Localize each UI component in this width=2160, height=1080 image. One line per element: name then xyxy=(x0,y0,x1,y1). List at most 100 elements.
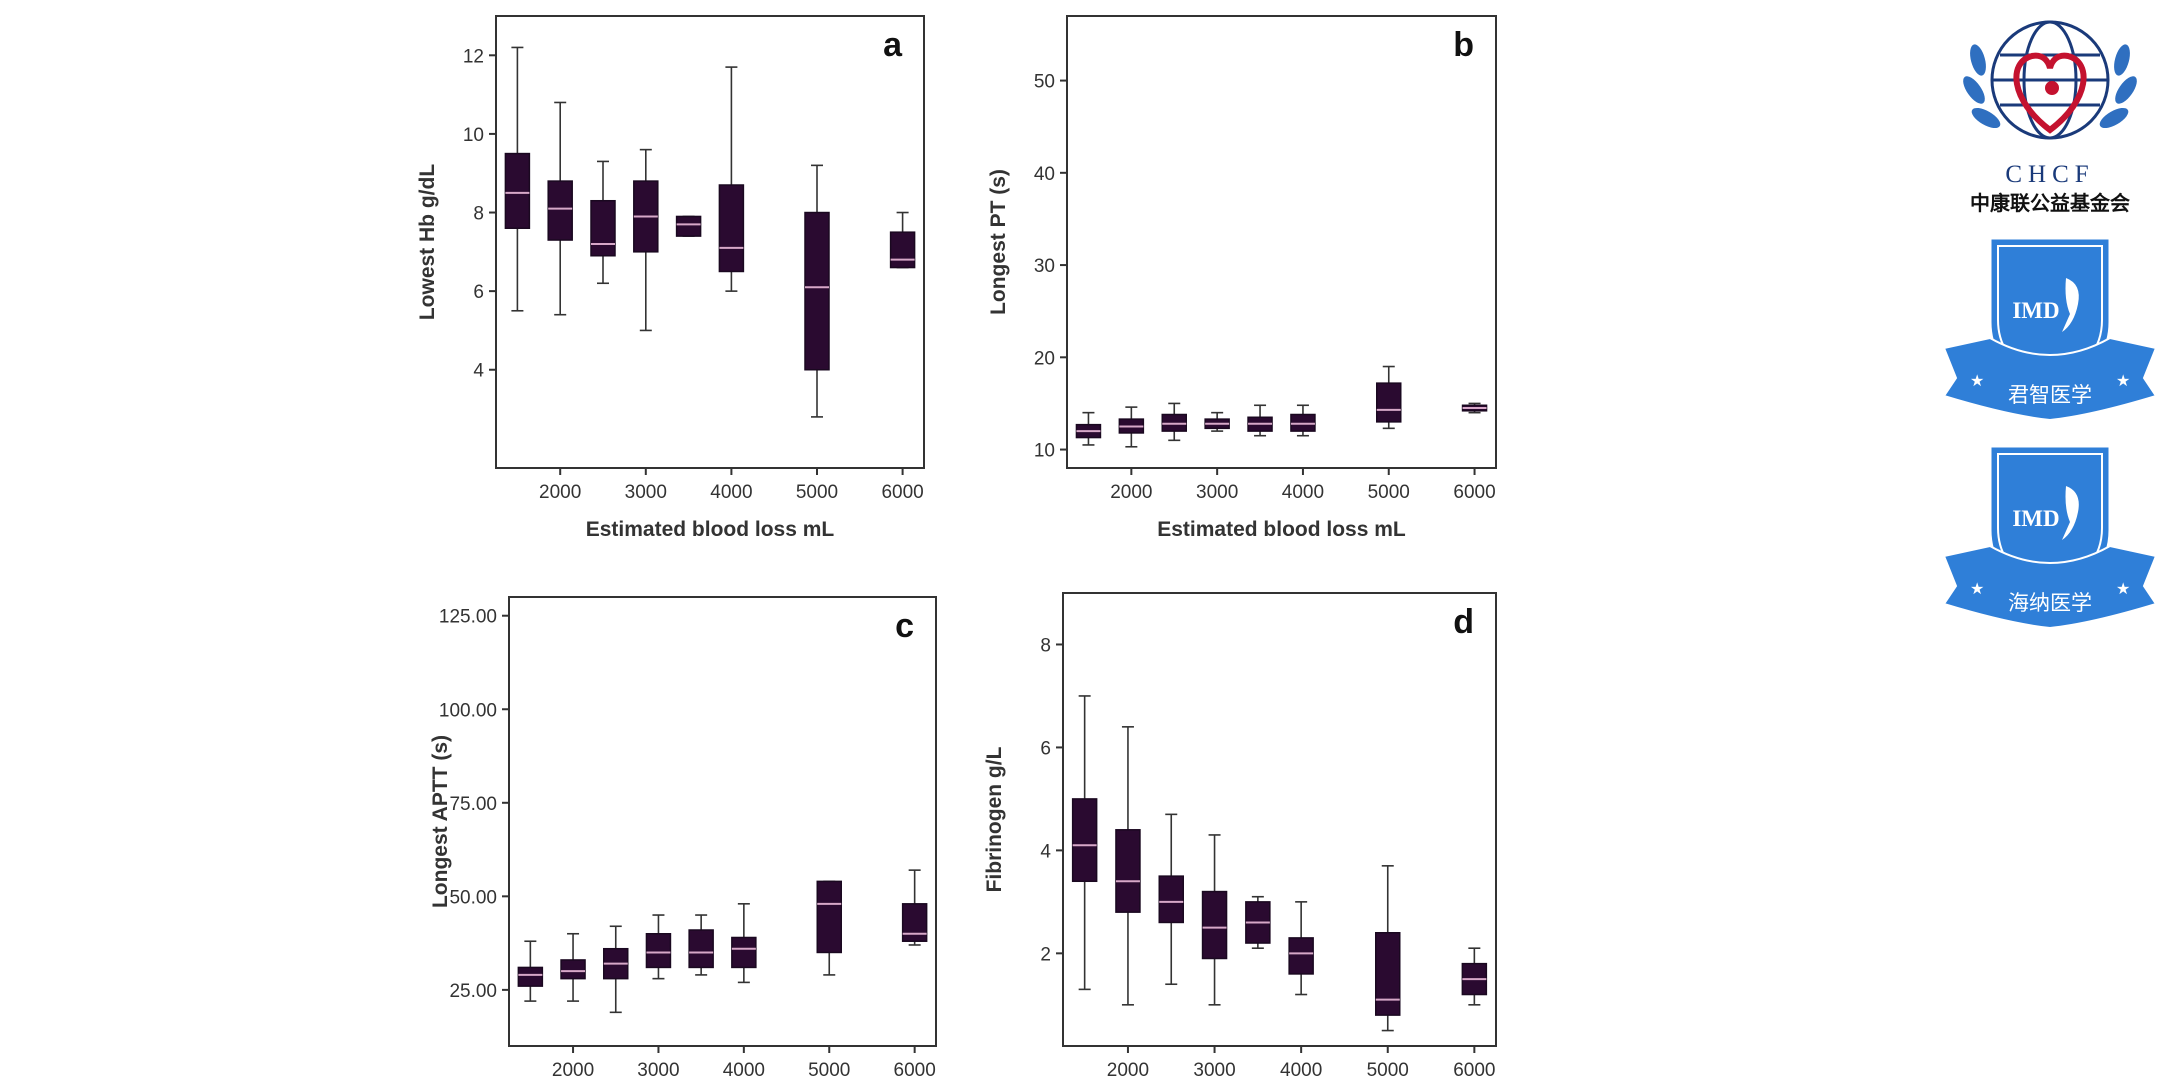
ribbon-icon xyxy=(1942,544,2158,630)
box-5000 xyxy=(1376,365,1402,430)
box-4000 xyxy=(1290,404,1316,437)
panel-label: b xyxy=(1453,26,1474,64)
box-iqr xyxy=(675,215,702,237)
box-3500 xyxy=(1245,895,1271,949)
badge-abbr: IMD xyxy=(2012,298,2059,323)
box-iqr xyxy=(1288,937,1314,975)
y-tick-label: 6 xyxy=(1040,738,1051,759)
box-3500 xyxy=(688,914,714,976)
box-iqr xyxy=(718,184,745,273)
box-iqr xyxy=(517,966,544,987)
x-tick-label: 5000 xyxy=(1368,482,1410,503)
badge-chinese-name: 海纳医学 xyxy=(2008,591,2092,615)
x-tick-label: 4000 xyxy=(723,1060,765,1080)
logo-sidebar: CHCF 中康联公益基金会 IMD ★ ★ 君智医学 IMD ★ ★ 海纳医学 xyxy=(1942,20,2158,630)
x-tick-label: 2000 xyxy=(539,482,581,503)
x-tick-label: 2000 xyxy=(1107,1060,1149,1080)
x-tick-label: 6000 xyxy=(881,482,923,503)
panel-label: d xyxy=(1453,603,1474,641)
box-4000 xyxy=(718,66,745,292)
y-axis-label: Lowest Hb g/dL xyxy=(416,164,439,320)
chart-panel-c: 25.00 50.00 75.00 100.00 125.00 2000 3000 4000 5… xyxy=(429,596,937,1080)
box-3000 xyxy=(1201,834,1228,1006)
x-tick-label: 6000 xyxy=(894,1060,936,1080)
box-iqr xyxy=(590,199,616,257)
chart-panel-d: 2 4 6 8 2000 3000 4000 5000 6000 d Fibrinogen g/L xyxy=(983,592,1497,1080)
box-4000 xyxy=(731,903,757,984)
box-6000 xyxy=(889,211,916,269)
box-6000 xyxy=(1461,402,1488,414)
y-tick-label: 125.00 xyxy=(439,607,497,628)
y-tick-label: 100.00 xyxy=(439,700,497,721)
box-iqr xyxy=(731,936,757,969)
x-tick-label: 3000 xyxy=(625,482,667,503)
figure-panels: 4 6 8 10 12 2000 3000 4000 5000 6000 a Lowest Hb g/… xyxy=(416,15,1497,1080)
box-iqr xyxy=(1201,890,1228,960)
y-tick-label: 12 xyxy=(463,46,484,67)
box-3500 xyxy=(675,215,702,237)
y-tick-label: 8 xyxy=(473,204,484,225)
panel-label: c xyxy=(895,607,914,645)
x-tick-label: 2000 xyxy=(552,1060,594,1080)
bird-icon xyxy=(2062,486,2079,540)
x-tick-label: 3000 xyxy=(1193,1060,1235,1080)
x-tick-label: 4000 xyxy=(1282,482,1324,503)
box-5000 xyxy=(1375,865,1401,1032)
box-iqr xyxy=(504,152,531,229)
box-iqr xyxy=(645,933,672,969)
box-1500 xyxy=(517,940,544,1002)
heart-icon xyxy=(2013,52,2087,134)
x-tick-label: 6000 xyxy=(1453,482,1495,503)
box-2500 xyxy=(590,160,616,285)
y-tick-label: 6 xyxy=(473,282,484,303)
star-icon: ★ xyxy=(1970,371,1984,390)
box-5000 xyxy=(804,164,830,418)
box-iqr xyxy=(1375,932,1401,1016)
box-iqr xyxy=(816,880,842,954)
laurel-icon xyxy=(1963,44,2137,129)
x-tick-label: 6000 xyxy=(1453,1060,1495,1080)
x-tick-label: 3000 xyxy=(637,1060,679,1080)
box-2500 xyxy=(1158,813,1184,986)
x-tick-label: 4000 xyxy=(1280,1060,1322,1080)
box-3000 xyxy=(633,148,659,332)
box-2000 xyxy=(1115,726,1141,1006)
x-tick-label: 5000 xyxy=(796,482,838,503)
box-iqr xyxy=(1376,382,1402,423)
bird-icon xyxy=(2062,278,2079,332)
figure-icon xyxy=(2045,81,2059,95)
box-iqr xyxy=(1115,829,1141,913)
y-tick-label: 2 xyxy=(1040,944,1051,965)
x-axis-label: Estimated blood loss mL xyxy=(586,518,835,541)
box-2500 xyxy=(1161,402,1187,442)
y-tick-label: 10 xyxy=(463,125,484,146)
y-tick-label: 40 xyxy=(1034,164,1055,185)
chcf-letters: CHCF xyxy=(2005,161,2094,188)
box-6000 xyxy=(901,869,928,946)
box-4000 xyxy=(1288,901,1314,996)
box-2000 xyxy=(1118,406,1145,448)
box-iqr xyxy=(804,211,830,371)
box-1500 xyxy=(1075,411,1102,446)
ribbon-icon xyxy=(1942,336,2158,422)
box-1500 xyxy=(504,46,531,312)
y-axis-label: Fibrinogen g/L xyxy=(983,746,1006,892)
x-axis-label: Estimated blood loss mL xyxy=(1157,518,1406,541)
box-iqr xyxy=(889,231,916,269)
imd-badge-junzhi: IMD ★ ★ 君智医学 xyxy=(1942,236,2158,422)
chcf-logo: CHCF 中康联公益基金会 xyxy=(1963,20,2137,215)
box-iqr xyxy=(547,180,573,241)
box-3000 xyxy=(1204,411,1230,432)
x-tick-label: 4000 xyxy=(710,482,752,503)
box-2000 xyxy=(547,101,573,316)
box-3500 xyxy=(1247,404,1273,437)
star-icon: ★ xyxy=(1970,579,1984,598)
box-2000 xyxy=(560,932,586,1002)
y-tick-label: 20 xyxy=(1034,348,1055,369)
box-2500 xyxy=(603,925,629,1014)
y-tick-label: 30 xyxy=(1034,256,1055,277)
y-tick-label: 25.00 xyxy=(449,981,497,1002)
y-axis-label: Longest PT (s) xyxy=(987,169,1010,315)
x-tick-label: 2000 xyxy=(1110,482,1152,503)
x-tick-label: 3000 xyxy=(1196,482,1238,503)
